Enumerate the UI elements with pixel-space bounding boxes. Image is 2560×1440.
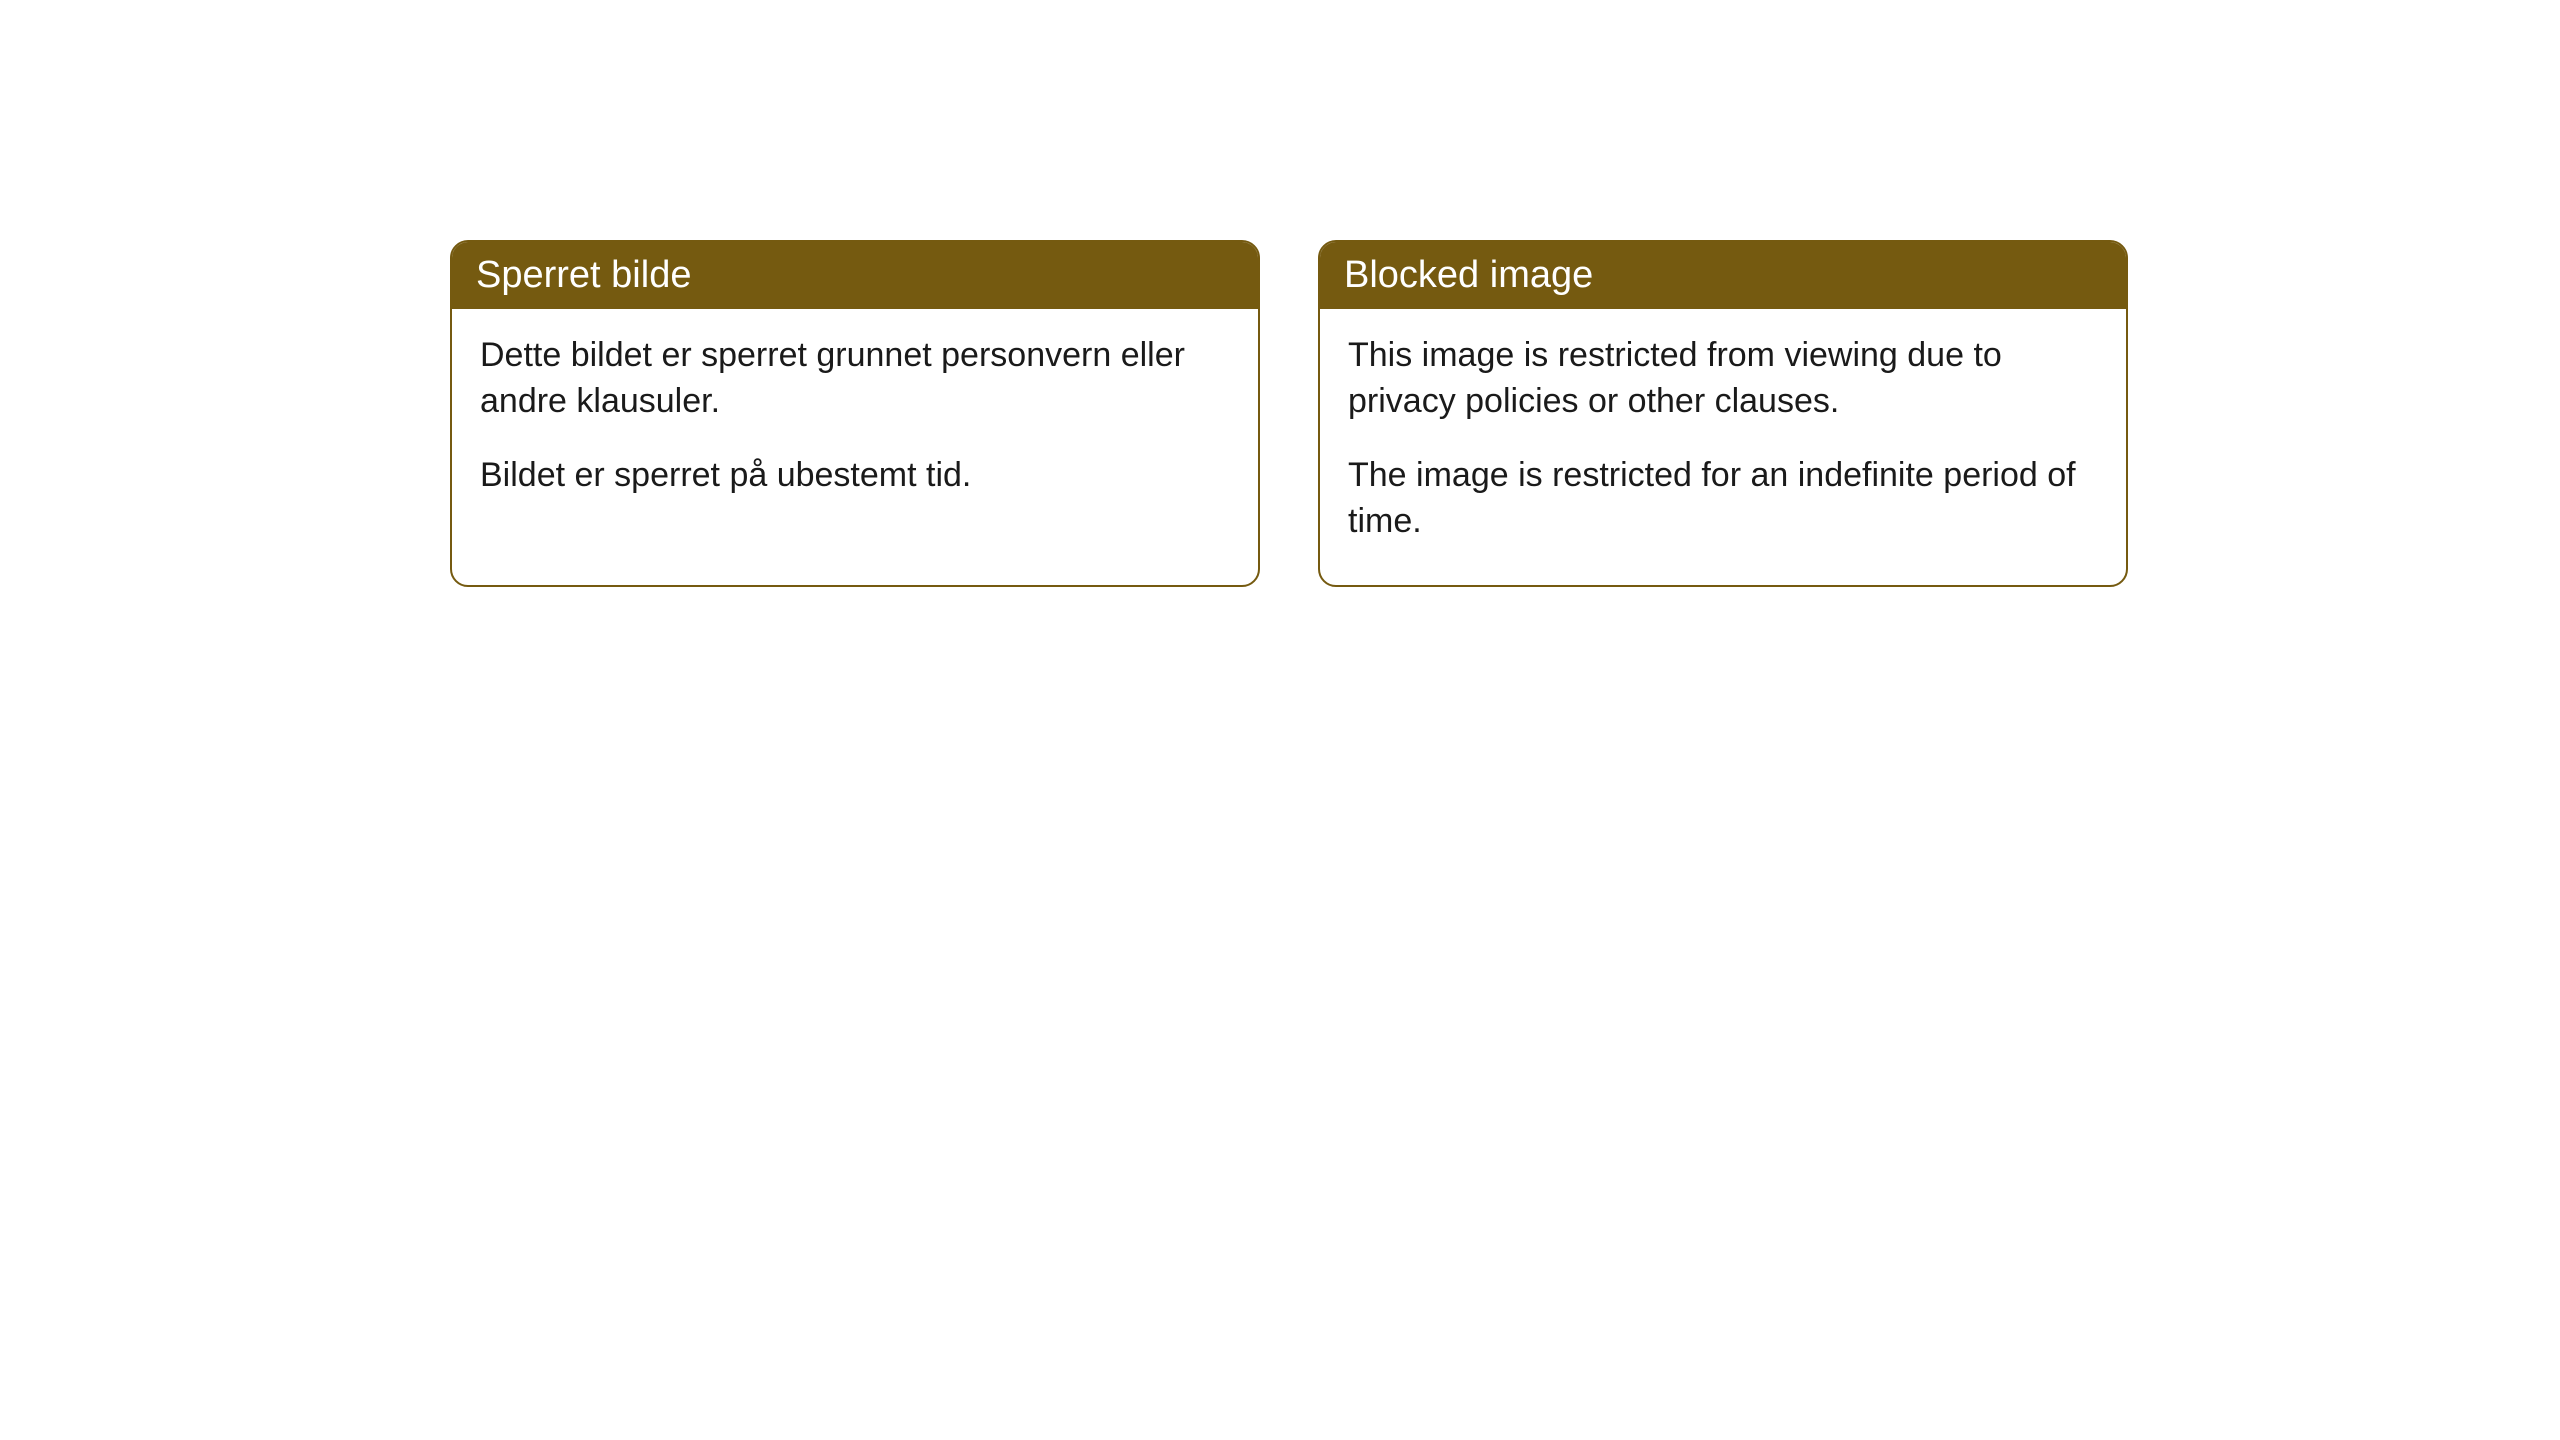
card-title: Sperret bilde bbox=[476, 254, 691, 296]
card-paragraph: This image is restricted from viewing du… bbox=[1348, 333, 2098, 425]
card-header: Sperret bilde bbox=[452, 242, 1258, 309]
notice-cards-container: Sperret bilde Dette bildet er sperret gr… bbox=[450, 240, 2128, 587]
card-paragraph: The image is restricted for an indefinit… bbox=[1348, 453, 2098, 545]
blocked-image-card-en: Blocked image This image is restricted f… bbox=[1318, 240, 2128, 587]
card-paragraph: Dette bildet er sperret grunnet personve… bbox=[480, 333, 1230, 425]
card-title: Blocked image bbox=[1344, 254, 1593, 296]
card-paragraph: Bildet er sperret på ubestemt tid. bbox=[480, 453, 1230, 499]
blocked-image-card-no: Sperret bilde Dette bildet er sperret gr… bbox=[450, 240, 1260, 587]
card-body: Dette bildet er sperret grunnet personve… bbox=[452, 309, 1258, 539]
card-header: Blocked image bbox=[1320, 242, 2126, 309]
card-body: This image is restricted from viewing du… bbox=[1320, 309, 2126, 585]
